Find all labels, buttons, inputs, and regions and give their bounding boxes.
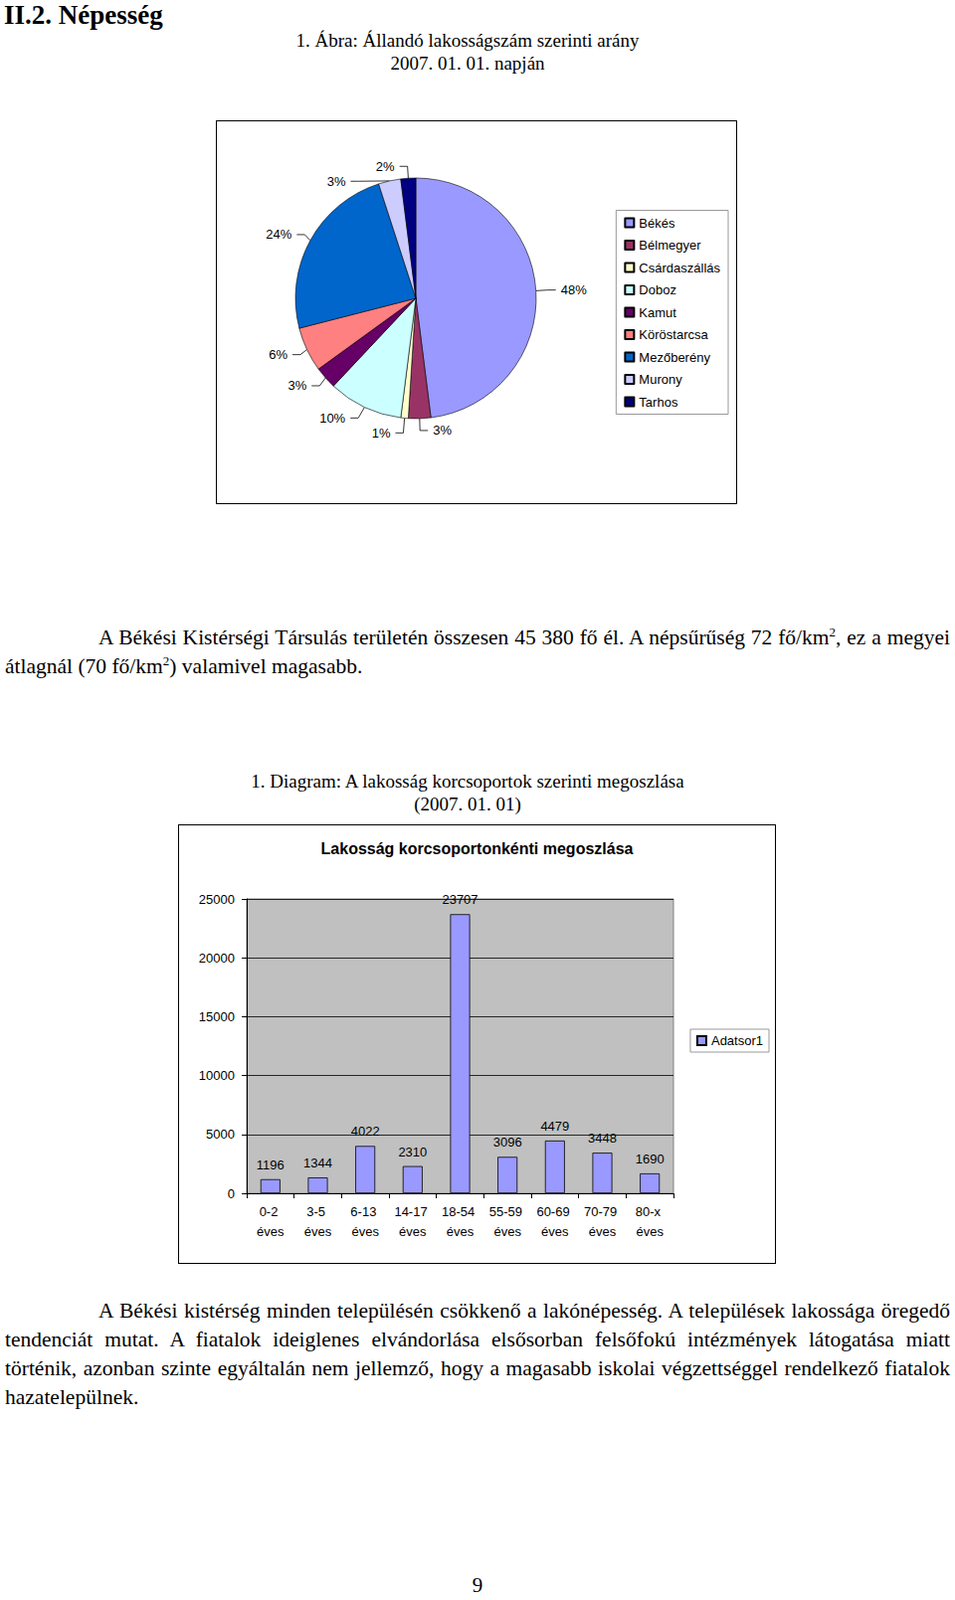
svg-text:25000: 25000 [198, 892, 235, 908]
svg-text:éves: éves [635, 1224, 664, 1240]
svg-text:60-69: 60-69 [536, 1204, 573, 1220]
svg-text:3-5: 3-5 [306, 1204, 329, 1220]
svg-text:23707: 23707 [441, 892, 478, 908]
svg-text:éves: éves [588, 1224, 617, 1240]
svg-text:1196: 1196 [256, 1157, 285, 1173]
svg-text:éves: éves [304, 1224, 333, 1240]
html-text:1. Diagram: A lakosság korcsop: 1. Diagram: A lakosság korcsoportok szer… [250, 770, 685, 792]
svg-text:3448: 3448 [587, 1131, 617, 1146]
svg-text:Kamut: Kamut [638, 305, 677, 321]
svg-text:15000: 15000 [198, 1009, 235, 1025]
svg-text:1%: 1% [372, 425, 391, 441]
svg-text:Bélmegyer: Bélmegyer [638, 237, 702, 253]
svg-text:éves: éves [541, 1224, 570, 1240]
svg-text:48%: 48% [561, 282, 587, 298]
svg-text:6-13: 6-13 [350, 1204, 381, 1220]
svg-text:Murony: Murony [638, 372, 683, 387]
svg-text:4479: 4479 [540, 1119, 570, 1135]
svg-text:5000: 5000 [205, 1127, 235, 1143]
svg-text:éves: éves [493, 1224, 522, 1240]
svg-text:4022: 4022 [351, 1124, 381, 1140]
svg-text:Mezőberény: Mezőberény [638, 350, 711, 366]
svg-text:55-59: 55-59 [489, 1204, 527, 1220]
svg-text:Lakosság korcsoportonkénti meg: Lakosság korcsoportonkénti megoszlása [321, 840, 634, 858]
svg-text:2310: 2310 [397, 1145, 427, 1160]
svg-text:1344: 1344 [303, 1155, 333, 1171]
svg-text:80-x: 80-x [635, 1204, 665, 1220]
svg-text:3096: 3096 [493, 1135, 523, 1150]
svg-text:1690: 1690 [635, 1151, 665, 1167]
svg-text:3%: 3% [287, 378, 307, 393]
svg-text:éves: éves [256, 1224, 285, 1240]
svg-text:70-79: 70-79 [583, 1204, 621, 1220]
html-text:II.2. Népesség: II.2. Népesség [3, 0, 163, 30]
svg-text:3%: 3% [327, 174, 347, 190]
svg-text:6%: 6% [268, 347, 288, 363]
svg-text:Doboz: Doboz [638, 282, 677, 298]
html-text:1. Ábra: Állandó lakosságszám: 1. Ábra: Állandó lakosságszám szerinti a… [295, 29, 640, 51]
svg-text:Tarhos: Tarhos [638, 394, 679, 410]
html-text:(2007. 01. 01): (2007. 01. 01) [414, 793, 522, 815]
svg-text:20000: 20000 [198, 951, 235, 966]
html-text:2007. 01. 01. napján: 2007. 01. 01. napján [390, 52, 545, 74]
svg-text:18-54: 18-54 [441, 1204, 479, 1220]
svg-text:Csárdaszállás: Csárdaszállás [638, 260, 721, 276]
svg-text:Békés: Békés [638, 215, 676, 231]
svg-text:10000: 10000 [198, 1068, 235, 1084]
svg-text:0-2: 0-2 [259, 1204, 282, 1220]
svg-text:éves: éves [398, 1224, 427, 1240]
html-text:A Békési kistérség minden tele: A Békési kistérség minden településén cs… [4, 1299, 951, 1410]
svg-text:24%: 24% [265, 226, 292, 242]
svg-text:2%: 2% [376, 159, 395, 175]
svg-text:Adatsor1: Adatsor1 [711, 1033, 764, 1049]
html-text:A Békési Kistérségi Társulás t: A Békési Kistérségi Társulás területén ö… [4, 624, 951, 679]
svg-text:éves: éves [446, 1224, 475, 1240]
svg-text:14-17: 14-17 [393, 1204, 431, 1220]
html-text:9: 9 [472, 1573, 483, 1598]
svg-text:10%: 10% [319, 410, 346, 426]
svg-text:0: 0 [227, 1186, 235, 1202]
svg-text:Köröstarcsa: Köröstarcsa [638, 327, 709, 343]
svg-text:éves: éves [351, 1224, 380, 1240]
svg-text:3%: 3% [432, 422, 452, 438]
